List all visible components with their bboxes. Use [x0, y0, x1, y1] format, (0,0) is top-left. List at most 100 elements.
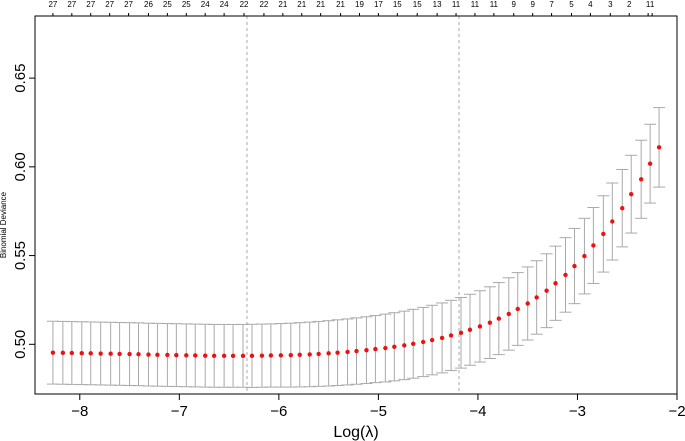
x-tick-label: −5 [370, 403, 387, 420]
data-point [477, 324, 483, 329]
data-point [117, 351, 122, 357]
x-tick-label: −3 [569, 403, 586, 420]
top-tick-label: 25 [163, 0, 172, 9]
data-point [392, 344, 397, 349]
data-point [268, 353, 274, 358]
data-point [146, 352, 151, 357]
data-point [638, 177, 644, 182]
data-point [326, 351, 331, 356]
top-tick-label: 26 [144, 0, 153, 9]
data-point [563, 272, 568, 278]
top-tick-label: 27 [124, 0, 133, 9]
top-tick-label: 27 [48, 0, 57, 9]
top-tick-label: 17 [374, 0, 383, 9]
data-point [155, 352, 160, 357]
x-tick-label: −4 [469, 403, 486, 420]
data-point [467, 327, 473, 332]
top-tick-label: 1 [646, 0, 651, 9]
x-axis: −8 −7 −6 −5 −4 −3 −2 [71, 394, 685, 420]
y-tick-label: 0.55 [12, 241, 29, 270]
data-point [383, 345, 388, 351]
top-tick-label: 9 [512, 0, 517, 9]
top-tick-label: 3 [608, 0, 613, 9]
top-tick-label: 24 [220, 0, 229, 9]
data-point [610, 219, 615, 224]
top-tick-label: 15 [413, 0, 422, 9]
top-tick-label: 21 [336, 0, 345, 9]
data-point [345, 349, 350, 355]
data-point [79, 350, 84, 356]
data-point [174, 352, 179, 358]
top-tick-label: 5 [569, 0, 574, 9]
top-tick-label: 11 [490, 0, 499, 9]
x-tick-label: −7 [171, 403, 188, 420]
data-point [553, 281, 558, 286]
top-tick-label: 15 [393, 0, 402, 9]
data-point [221, 353, 227, 359]
data-point [591, 243, 596, 248]
plot-frame [34, 15, 678, 395]
x-tick-label: −6 [270, 403, 287, 420]
data-point [108, 351, 113, 356]
top-tick-label: 27 [105, 0, 114, 9]
top-tick-label: 25 [182, 0, 191, 9]
data-point [230, 353, 236, 359]
data-point [496, 316, 502, 321]
top-tick-label: 7 [549, 0, 554, 9]
data-point [458, 330, 464, 335]
data-point [448, 333, 454, 338]
data-point [525, 301, 530, 306]
data-point [335, 350, 340, 355]
top-tick-label: 9 [530, 0, 535, 9]
top-tick-label: 21 [297, 0, 306, 9]
y-tick-label: 0.60 [12, 152, 29, 181]
data-point [411, 341, 416, 346]
data-point [50, 350, 56, 355]
top-tick-label: 27 [86, 0, 95, 9]
data-point [240, 353, 246, 359]
top-tick-label: 22 [240, 0, 249, 9]
top-tick-label: 1 [650, 0, 655, 9]
data-point [373, 346, 378, 352]
data-point [506, 311, 511, 317]
top-tick-label: 21 [316, 0, 325, 9]
y-tick-label: 0.50 [12, 330, 29, 359]
data-point [629, 191, 634, 197]
data-point [656, 145, 662, 150]
y-axis-title: Binomial Deviance [0, 191, 8, 258]
y-tick-label: 0.65 [12, 64, 29, 93]
top-tick-label: 24 [201, 0, 210, 9]
top-tick-label: 11 [471, 0, 480, 9]
data-point [98, 351, 103, 356]
data-point [88, 351, 93, 356]
data-point [354, 348, 359, 354]
data-point [136, 352, 141, 357]
data-point [249, 353, 255, 359]
data-point [69, 350, 75, 356]
data-point [288, 352, 294, 358]
top-tick-label: 13 [433, 0, 442, 9]
data-point [544, 288, 549, 293]
data-point [297, 352, 302, 357]
points [50, 145, 662, 359]
y-axis: 0.50 0.55 0.60 0.65 [12, 64, 35, 359]
errorbars [46, 107, 666, 388]
data-point [515, 306, 520, 312]
data-point [364, 347, 369, 353]
data-point [487, 320, 493, 325]
data-point [193, 353, 198, 358]
data-point [582, 253, 587, 259]
data-point [402, 343, 407, 348]
top-tick-label: 21 [278, 0, 287, 9]
x-tick-label: −2 [668, 403, 685, 420]
x-axis-title: Log(λ) [333, 424, 378, 441]
data-point [203, 353, 208, 358]
top-tick-label: 4 [588, 0, 593, 9]
top-tick-label: 11 [452, 0, 461, 9]
data-point [259, 353, 265, 358]
top-axis: 27 27 27 27 27 26 25 25 24 24 22 22 21 21 21 21 19 17 15 15… [48, 0, 655, 16]
data-point [429, 337, 435, 343]
data-point [420, 339, 426, 345]
data-point [647, 161, 653, 166]
